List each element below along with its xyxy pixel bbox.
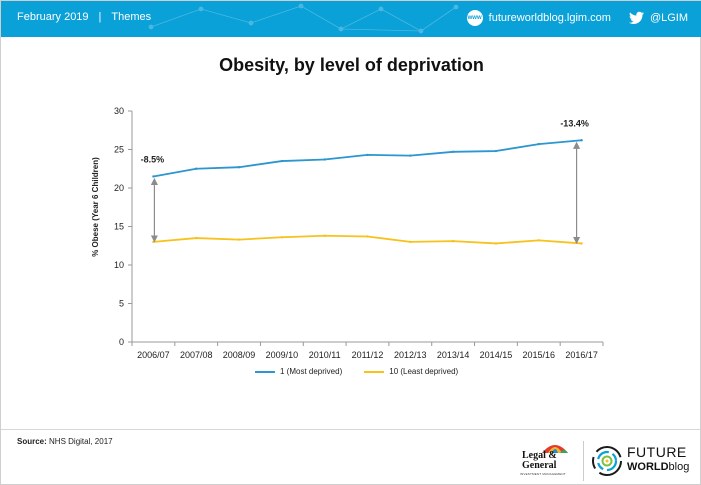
data-point-1-most-deprived (494, 149, 498, 153)
y-axis-title: % Obese (Year 6 Children) (91, 157, 100, 257)
line-chart: 0 5 10 15 20 25 30 2006/07 2007/08 2008/09 2009/10… (91, 106, 604, 360)
data-point-10-least-deprived (366, 235, 369, 238)
source-text: NHS Digital, 2017 (46, 437, 113, 446)
twitter-icon[interactable] (628, 11, 644, 25)
legal-general-line1: Legal & (522, 450, 557, 461)
legend-swatch-most-deprived (255, 370, 275, 373)
x-tick-label: 2009/10 (266, 350, 299, 360)
source-label: Source: (17, 437, 47, 446)
data-point-10-least-deprived (580, 242, 583, 245)
chart-title: Obesity, by level of deprivation (219, 55, 484, 75)
x-tick-label: 2013/14 (437, 350, 470, 360)
x-tick-label: 2010/11 (309, 350, 341, 360)
future-world-logo: FUTURE WORLDblog (591, 441, 697, 481)
y-tick-label: 30 (114, 106, 124, 116)
header-right: www futureworldblog.lgim.com @LGIM (466, 10, 688, 26)
legal-general-logo: Legal & General INVESTMENT MANAGEMENT (516, 441, 576, 479)
data-point-1-most-deprived (409, 154, 412, 157)
data-point-10-least-deprived (195, 236, 198, 240)
y-tick-label: 0 (119, 337, 124, 347)
gap-annotation-label: -13.4% (560, 118, 589, 128)
y-tick-label: 5 (119, 299, 124, 309)
data-point-1-most-deprived (152, 175, 155, 178)
web-icon: www (466, 10, 483, 26)
future-world-line2: WORLDblog (627, 461, 689, 473)
footer-divider (1, 429, 701, 430)
series-line-1-most-deprived (153, 139, 582, 178)
chart-legend: 1 (Most deprived) 10 (Least deprived) (255, 367, 458, 376)
blog-url-link[interactable]: futureworldblog.lgim.com (488, 12, 611, 24)
header-section-link[interactable]: Themes (111, 11, 152, 23)
y-tick-label: 15 (114, 222, 124, 232)
future-world-emblem-icon (592, 446, 622, 476)
y-tick-label: 10 (114, 260, 124, 270)
future-world-line2a: WORLD (627, 461, 669, 473)
twitter-handle-link[interactable]: @LGIM (649, 12, 688, 24)
legend-label-most-deprived: 1 (Most deprived) (280, 367, 343, 376)
x-tick-label: 2008/09 (223, 350, 256, 360)
data-point-10-least-deprived (537, 239, 540, 242)
y-tick-label: 20 (114, 183, 124, 193)
x-tick-label: 2016/17 (565, 350, 598, 360)
gap-annotation-label: -8.5% (141, 154, 165, 164)
data-point-10-least-deprived (323, 234, 326, 237)
future-world-line2b: blog (668, 461, 690, 473)
header-separator: | (98, 11, 102, 23)
x-tick-label: 2006/07 (137, 350, 170, 360)
logo-separator (583, 441, 584, 481)
y-tick-label: 25 (114, 145, 124, 155)
data-point-1-most-deprived (280, 159, 284, 163)
data-point-1-most-deprived (195, 167, 198, 170)
x-tick-label: 2011/12 (352, 350, 384, 360)
header-bar: February 2019 | Themes www futureworldbl… (1, 1, 701, 37)
data-point-10-least-deprived (280, 236, 284, 239)
data-point-1-most-deprived (366, 153, 369, 157)
future-world-line1: FUTURE (627, 444, 687, 460)
x-tick-label: 2015/16 (522, 350, 555, 360)
data-point-1-most-deprived (537, 142, 540, 146)
legal-general-line2: General (522, 460, 557, 471)
x-tick-label: 2007/08 (180, 350, 213, 360)
header-left: February 2019 | Themes (17, 11, 151, 23)
source-note: Source: NHS Digital, 2017 (17, 437, 113, 446)
data-point-1-most-deprived (580, 139, 583, 142)
network-pattern (148, 3, 459, 34)
data-point-10-least-deprived (152, 240, 155, 244)
data-point-10-least-deprived (409, 240, 412, 244)
data-point-10-least-deprived (494, 242, 498, 245)
x-tick-label: 2014/15 (480, 350, 513, 360)
data-point-1-most-deprived (237, 166, 241, 169)
data-point-10-least-deprived (451, 239, 455, 243)
data-point-1-most-deprived (451, 150, 455, 154)
legend-label-least-deprived: 10 (Least deprived) (389, 367, 459, 376)
legal-general-subtitle: INVESTMENT MANAGEMENT (520, 472, 566, 476)
legal-general-wordmark: Legal & General (522, 451, 557, 471)
legend-item-least-deprived: 10 (Least deprived) (364, 367, 458, 376)
header-date: February 2019 (17, 11, 89, 23)
x-tick-label: 2012/13 (394, 350, 427, 360)
legend-item-most-deprived: 1 (Most deprived) (255, 367, 342, 376)
umbrella-icon (542, 445, 568, 453)
data-point-10-least-deprived (237, 238, 241, 241)
legend-swatch-least-deprived (364, 370, 385, 373)
data-point-1-most-deprived (323, 158, 326, 161)
